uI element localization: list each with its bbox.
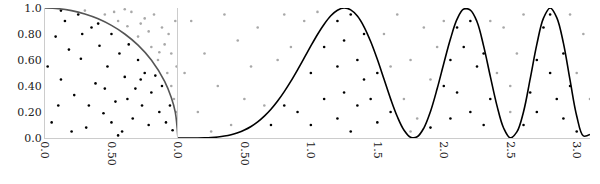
svg-text:0.0: 0.0 — [38, 141, 51, 159]
svg-text:3.0: 3.0 — [570, 141, 583, 159]
svg-text:0.80: 0.80 — [17, 28, 42, 41]
svg-text:0.40: 0.40 — [17, 80, 42, 93]
svg-text:0.20: 0.20 — [17, 106, 42, 119]
svg-text:2.0: 2.0 — [437, 141, 450, 159]
svg-text:2.5: 2.5 — [504, 141, 517, 159]
svg-text:1.0: 1.0 — [304, 141, 317, 159]
svg-text:0.0: 0.0 — [24, 132, 42, 145]
svg-text:1.0: 1.0 — [24, 2, 42, 15]
svg-text:0.50: 0.50 — [238, 141, 251, 166]
svg-text:0.0: 0.0 — [171, 141, 184, 159]
svg-text:1.5: 1.5 — [371, 141, 384, 159]
svg-text:0.60: 0.60 — [17, 54, 42, 67]
svg-text:0.50: 0.50 — [105, 141, 118, 166]
